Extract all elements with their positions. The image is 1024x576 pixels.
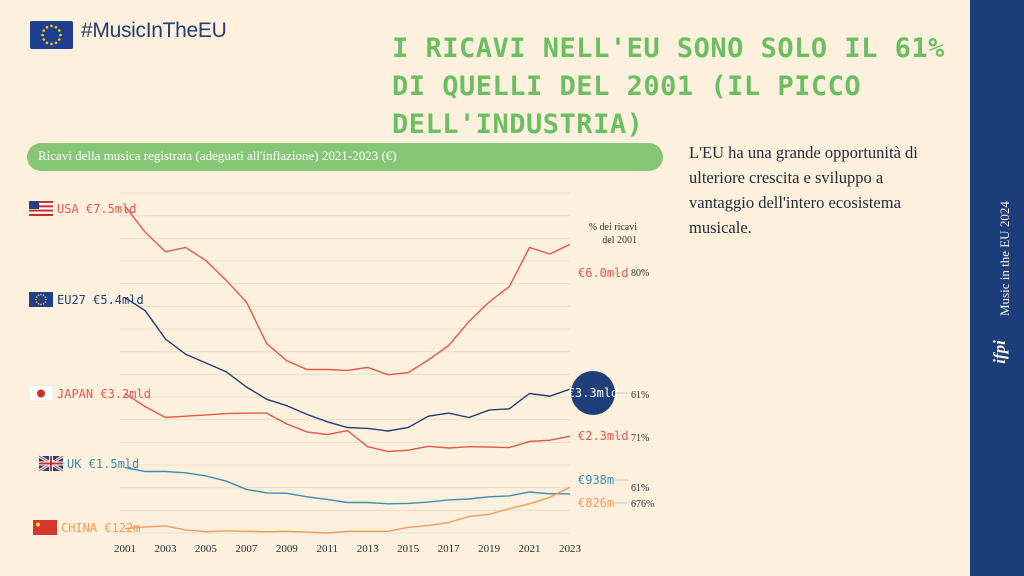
flag-star bbox=[45, 298, 47, 301]
chart-subtitle-bar bbox=[27, 143, 663, 171]
series-end-label: €938m bbox=[578, 473, 614, 487]
flag-cross bbox=[39, 456, 63, 471]
pct-header: del 2001 bbox=[602, 235, 637, 246]
flag-star bbox=[35, 301, 38, 303]
jp-flag-icon bbox=[28, 385, 54, 402]
sidebar bbox=[970, 0, 1024, 576]
x-tick-label: 2003 bbox=[154, 543, 177, 555]
series-pct-label: 61% bbox=[631, 483, 649, 494]
series-start-label: CHINA €122m bbox=[61, 521, 140, 535]
flag-disc bbox=[37, 389, 45, 398]
flag-star bbox=[42, 294, 45, 296]
flag-star bbox=[40, 293, 42, 296]
series-start-label: JAPAN €3.2mld bbox=[57, 387, 151, 401]
series-pct-label: 80% bbox=[631, 268, 649, 279]
series-line-usa bbox=[124, 205, 571, 376]
flag-star bbox=[44, 301, 47, 303]
x-tick-label: 2001 bbox=[114, 543, 136, 555]
x-tick-label: 2021 bbox=[519, 543, 541, 555]
flag-star bbox=[44, 296, 47, 298]
flag-stripe bbox=[29, 211, 53, 214]
flag-star bbox=[37, 294, 40, 296]
x-tick-label: 2023 bbox=[559, 543, 582, 555]
flag-stripe bbox=[29, 207, 53, 210]
blurb-text: L'EU ha una grande opportunità di ulteri… bbox=[689, 143, 918, 237]
series-pct-label: 71% bbox=[631, 433, 649, 444]
x-tick-label: 2017 bbox=[438, 543, 461, 555]
x-tick-label: 2011 bbox=[316, 543, 338, 555]
flag-field bbox=[33, 520, 57, 535]
series-start-label: EU27 €5.4mld bbox=[57, 293, 144, 307]
series-end-label: €826m bbox=[578, 496, 614, 510]
pct-header: % dei ricavi bbox=[589, 222, 638, 233]
flag-star bbox=[37, 303, 40, 305]
series-line-china bbox=[124, 486, 571, 534]
series-line-eu27 bbox=[124, 297, 571, 432]
flag-stripe bbox=[29, 201, 53, 204]
hashtag: #MusicInTheEU bbox=[81, 19, 227, 42]
x-tick-label: 2015 bbox=[397, 543, 420, 555]
flag-stripe bbox=[29, 203, 53, 206]
flag-star bbox=[35, 296, 38, 298]
eu-flag-icon bbox=[29, 292, 53, 307]
cn-flag-icon bbox=[33, 520, 57, 535]
us-flag-icon bbox=[29, 201, 53, 216]
x-tick-label: 2013 bbox=[357, 543, 380, 555]
series-pct-label: 676% bbox=[631, 499, 654, 510]
flag-star bbox=[42, 303, 45, 305]
flag-canton bbox=[29, 201, 39, 209]
series-start-label: USA €7.5mld bbox=[57, 202, 136, 216]
x-tick-label: 2019 bbox=[478, 543, 501, 555]
series-line-uk bbox=[124, 466, 570, 505]
flag-field bbox=[29, 292, 53, 307]
flag-stripe bbox=[29, 209, 53, 212]
x-tick-label: 2009 bbox=[276, 543, 299, 555]
uk-flag-icon bbox=[38, 454, 64, 473]
series-end-label: €6.0mld bbox=[578, 266, 629, 280]
series-end-label: €3.3mld bbox=[568, 386, 619, 400]
flag-stripe bbox=[29, 213, 53, 216]
end-label-badge bbox=[571, 371, 615, 415]
series-start-label: UK €1.5mld bbox=[67, 457, 139, 471]
chart-subtitle: Ricavi della musica registrata (adeguati… bbox=[38, 148, 397, 163]
flag-stripe bbox=[29, 205, 53, 208]
x-tick-label: 2005 bbox=[195, 543, 218, 555]
eu-flag-icon bbox=[30, 21, 73, 49]
series-end-label: €2.3mld bbox=[578, 429, 629, 443]
flag-star bbox=[35, 298, 37, 301]
flag-star bbox=[40, 303, 42, 306]
x-tick-label: 2007 bbox=[235, 543, 258, 555]
series-pct-label: 61% bbox=[631, 390, 649, 401]
page-title: I ricavi nell'EU sono solo il 61% di que… bbox=[392, 33, 945, 140]
series-line-japan bbox=[124, 392, 571, 453]
flag-star bbox=[36, 522, 40, 527]
